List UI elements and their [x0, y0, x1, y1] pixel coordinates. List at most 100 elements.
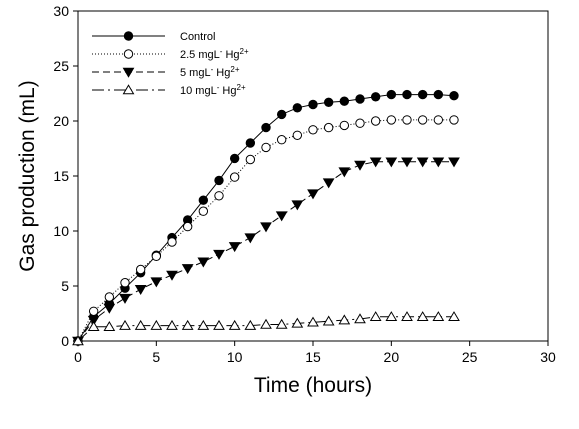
data-point — [88, 306, 99, 316]
data-point — [292, 130, 303, 141]
x-tick-label: 5 — [152, 349, 160, 365]
data-point — [214, 191, 224, 201]
y-axis-label: Gas production (mL) — [16, 80, 39, 271]
x-tick-label: 25 — [462, 349, 478, 365]
data-point — [339, 96, 350, 106]
data-point — [433, 89, 444, 100]
series-1 — [73, 89, 459, 346]
data-point — [119, 319, 131, 330]
data-point — [103, 303, 116, 314]
x-tick-label: 0 — [74, 349, 82, 365]
data-point — [150, 277, 163, 288]
data-point — [449, 115, 459, 125]
data-point — [432, 157, 445, 168]
data-point — [119, 293, 131, 304]
data-point — [150, 319, 163, 330]
data-point — [339, 120, 350, 131]
legend-entry: 10 mgL- Hg2+ — [92, 83, 246, 97]
y-tick-label: 15 — [53, 168, 69, 184]
x-axis-ticks: 0 5 10 15 20 25 30 — [74, 341, 556, 365]
data-point — [198, 206, 209, 216]
y-tick-label: 20 — [53, 113, 69, 129]
data-point — [370, 92, 381, 102]
data-point — [448, 157, 460, 168]
data-point — [87, 320, 100, 331]
data-point — [354, 160, 366, 171]
x-tick-label: 15 — [305, 349, 321, 365]
data-point — [228, 242, 241, 253]
y-tick-label: 5 — [61, 278, 69, 294]
data-point — [135, 264, 146, 275]
x-axis-label: Time (hours) — [254, 374, 372, 397]
data-point — [120, 278, 130, 288]
data-point — [307, 189, 319, 200]
data-point — [182, 221, 193, 232]
legend-label: 10 mgL- Hg2+ — [180, 83, 246, 97]
data-point — [166, 270, 178, 281]
data-point — [228, 319, 241, 330]
data-point — [401, 157, 413, 168]
data-point — [417, 115, 428, 125]
series-2 — [73, 115, 459, 346]
data-point — [355, 118, 365, 128]
y-tick-label: 30 — [53, 3, 69, 19]
series-layer — [72, 89, 460, 347]
legend-marker — [122, 84, 135, 95]
data-point — [197, 319, 210, 330]
legend: Control 2.5 mgL- Hg2+ 5 mgL- Hg2+ 10 mgL- H… — [92, 31, 249, 97]
data-point — [103, 320, 116, 331]
data-point — [338, 167, 351, 178]
data-point — [87, 315, 100, 326]
data-point — [322, 315, 335, 326]
data-point — [433, 115, 444, 125]
data-point — [401, 311, 413, 322]
data-point — [308, 125, 318, 135]
x-tick-label: 10 — [227, 349, 243, 365]
data-point — [386, 89, 397, 100]
data-point — [276, 109, 287, 120]
data-point — [197, 257, 210, 268]
legend-entry: 2.5 mgL- Hg2+ — [92, 47, 249, 61]
data-point — [229, 153, 240, 164]
data-point — [386, 115, 397, 125]
data-point — [260, 318, 272, 329]
data-point — [245, 138, 256, 148]
data-point — [244, 233, 257, 244]
data-point — [369, 157, 382, 168]
data-point — [198, 195, 209, 205]
data-point — [104, 292, 115, 302]
y-tick-label: 25 — [53, 58, 69, 74]
data-point — [134, 285, 147, 296]
data-point — [416, 157, 429, 168]
series-3 — [72, 157, 460, 347]
series-line — [77, 161, 454, 342]
y-tick-label: 10 — [53, 223, 69, 239]
data-point — [370, 116, 381, 126]
data-point — [275, 211, 288, 222]
data-point — [244, 319, 257, 330]
data-point — [261, 122, 271, 133]
data-point — [275, 318, 288, 329]
legend-marker — [122, 67, 135, 78]
data-point — [432, 311, 445, 322]
data-point — [385, 311, 398, 322]
data-point — [291, 200, 304, 211]
data-point — [181, 319, 194, 330]
data-point — [448, 311, 460, 322]
x-tick-label: 20 — [384, 349, 400, 365]
data-point — [261, 142, 271, 153]
series-4 — [72, 311, 460, 346]
legend-entry: Control — [92, 31, 215, 43]
data-point — [292, 103, 303, 113]
plot-frame — [77, 10, 549, 342]
data-point — [323, 97, 334, 108]
data-point — [449, 91, 459, 101]
data-point — [308, 99, 318, 110]
data-point — [166, 319, 178, 330]
data-point — [416, 311, 429, 322]
data-point — [134, 319, 147, 330]
data-point — [72, 335, 84, 346]
data-point — [369, 311, 382, 322]
data-point — [417, 89, 428, 100]
